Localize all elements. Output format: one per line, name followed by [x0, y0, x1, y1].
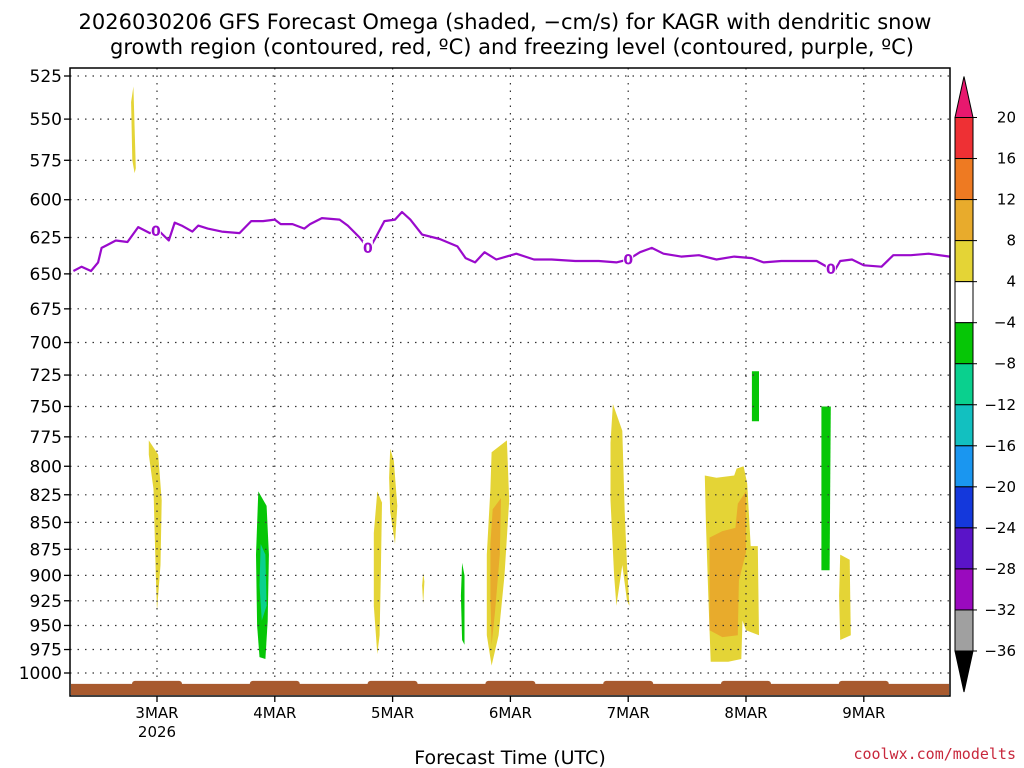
- omega-shading: [131, 86, 851, 666]
- x-tick-label: 9MAR: [842, 704, 885, 722]
- freezing-level-line: [72, 210, 950, 273]
- omega-region-neg4: [751, 371, 759, 422]
- colorbar-label: 20: [997, 109, 1016, 127]
- colorbar-segment: [954, 240, 974, 283]
- x-axis-label: Forecast Time (UTC): [414, 747, 605, 768]
- x-tick-label: 6MAR: [489, 704, 532, 722]
- colorbar-segment: [954, 609, 974, 652]
- colorbar-label: 8: [1006, 232, 1016, 250]
- omega-region-pos4: [148, 440, 162, 611]
- colorbar-segment: [954, 486, 974, 529]
- freezing-level-label-bg: [362, 240, 373, 255]
- omega-region-pos4: [839, 554, 851, 640]
- omega-region-pos4: [373, 491, 382, 655]
- terrain-fill: [71, 683, 949, 695]
- y-tick-label: 650: [30, 265, 62, 285]
- x-tick-label: 5MAR: [371, 704, 414, 722]
- colorbar-segment: [954, 527, 974, 570]
- credit-text: coolwx.com/modelts: [853, 745, 1016, 763]
- colorbar-segment: [954, 445, 974, 488]
- colorbar-label: 12: [997, 191, 1016, 209]
- terrain-bump: [132, 680, 182, 687]
- y-tick-label: 625: [30, 229, 62, 249]
- colorbar-bottom-arrow: [954, 650, 974, 693]
- y-tick-label: 850: [30, 513, 62, 533]
- omega-region-neg4: [821, 406, 831, 571]
- colorbar-segment: [954, 199, 974, 242]
- y-tick-label: 675: [30, 300, 62, 320]
- omega-region-pos4: [131, 86, 136, 174]
- freezing-level-label: 0: [826, 262, 836, 278]
- colorbar-segment: [954, 568, 974, 611]
- terrain-band: [71, 680, 949, 695]
- omega-region-pos8: [709, 491, 746, 638]
- colorbar-label: −20: [984, 478, 1016, 496]
- omega-region-pos4: [610, 404, 630, 606]
- terrain-bump: [367, 680, 418, 687]
- colorbar-label: −32: [984, 601, 1016, 619]
- colorbar-segment: [954, 158, 974, 201]
- colorbar-label: 4: [1006, 273, 1016, 291]
- y-tick-label: 900: [30, 566, 62, 586]
- y-tick-label: 725: [30, 366, 62, 386]
- terrain-bump: [249, 680, 300, 687]
- colorbar-segment: [954, 363, 974, 406]
- terrain-bump: [838, 680, 889, 687]
- freezing-level-label: 0: [363, 241, 373, 257]
- terrain-bump: [721, 680, 771, 687]
- freezing-level-label-bg: [825, 262, 836, 277]
- freezing-level-label: 0: [151, 224, 161, 240]
- colorbar-label: −36: [984, 642, 1016, 660]
- y-tick-label: 750: [30, 397, 62, 417]
- x-tick-label: 7MAR: [607, 704, 650, 722]
- y-tick-label: 700: [30, 334, 62, 354]
- y-tick-label: 975: [30, 641, 62, 661]
- terrain-bump: [603, 680, 654, 687]
- y-tick-label: 550: [30, 110, 62, 130]
- pressure-axis: 525 550 575 600 625 650 675 700 725 750 775 800 825 8…: [19, 67, 70, 684]
- y-tick-label: 1000: [19, 664, 62, 684]
- y-tick-label: 950: [30, 616, 62, 636]
- omega-region-pos8: [490, 498, 501, 645]
- y-tick-label: 600: [30, 191, 62, 211]
- x-tick-label: 3MAR: [135, 704, 178, 722]
- freezing-level-label: 0: [623, 253, 633, 269]
- x-tick-sublabel: 2026: [138, 723, 176, 741]
- colorbar-label: −12: [984, 396, 1016, 414]
- y-tick-label: 925: [30, 592, 62, 612]
- y-tick-label: 825: [30, 486, 62, 506]
- chart-title-line-1: 2026030206 GFS Forecast Omega (shaded, −…: [79, 10, 932, 34]
- y-tick-label: 875: [30, 540, 62, 560]
- y-tick-label: 775: [30, 428, 62, 448]
- colorbar-label: −28: [984, 560, 1016, 578]
- colorbar-segment: [954, 404, 974, 447]
- colorbar-segment: [954, 281, 974, 324]
- colorbar-segment: [954, 322, 974, 365]
- colorbar-label: −16: [984, 437, 1016, 455]
- freezing-level-label-bg: [623, 252, 634, 267]
- terrain-bump: [485, 680, 536, 687]
- y-tick-label: 525: [30, 67, 62, 87]
- omega-region-neg8: [259, 544, 267, 621]
- omega-region-neg4: [460, 562, 465, 645]
- omega-region-pos4: [422, 573, 425, 604]
- colorbar-segment: [954, 117, 974, 160]
- x-tick-label: 8MAR: [724, 704, 767, 722]
- y-tick-label: 800: [30, 457, 62, 477]
- grid-lines: [70, 68, 950, 696]
- colorbar-label: −24: [984, 519, 1016, 537]
- freezing-level-contour: 0 0 0 0: [72, 210, 950, 278]
- colorbar-top-arrow: [954, 76, 974, 118]
- x-tick-label: 4MAR: [253, 704, 296, 722]
- colorbar-label: −4: [994, 314, 1016, 332]
- colorbar-label: −8: [994, 355, 1016, 373]
- chart-title-line-2: growth region (contoured, red, ºC) and f…: [110, 35, 914, 59]
- y-tick-label: 575: [30, 151, 62, 171]
- freezing-level-label-bg: [150, 223, 161, 238]
- colorbar: 20 16 12 8 4 −4 −8 −12 −16 −20 −24 −28 −32 −36: [954, 76, 1016, 693]
- colorbar-label: 16: [997, 150, 1016, 168]
